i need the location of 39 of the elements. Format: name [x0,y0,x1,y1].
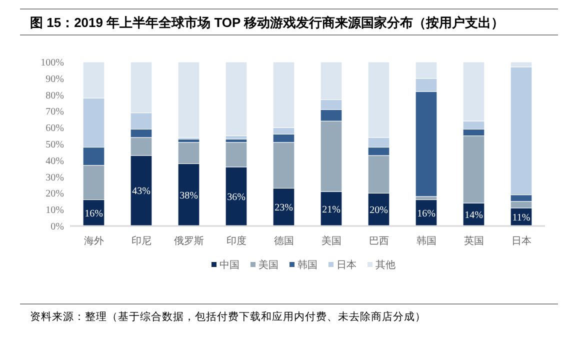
x-tick-label: 巴西 [368,236,389,247]
y-tick-label: 30% [46,172,64,184]
data-label: 16% [417,208,436,220]
x-tick-label: 德国 [274,236,294,247]
legend-label: 中国 [220,259,240,271]
data-label: 23% [274,202,293,214]
y-tick-label: 70% [46,106,64,118]
x-tick-label: 日本 [511,235,532,247]
y-tick-label: 20% [46,188,64,200]
text: 资料来源：整理（基于综合数据，包括付费下载和应用内付费、未去除商店分成） [30,310,426,323]
y-tick-label: 50% [46,140,64,150]
y-tick-label: 40% [46,156,64,167]
data-label: 16% [84,208,103,220]
data-label: 11% [512,212,530,224]
data-label: 14% [464,210,483,222]
x-tick-label: 英国 [464,235,484,247]
x-tick-label: 印尼 [131,235,152,247]
chart-title: 图 15：2019 年上半年全球市场 TOP 移动游戏发行商来源国家分布（按用户支出） [30,15,504,30]
y-tick-label: 60% [46,123,64,134]
y-tick-label: 90% [46,74,64,85]
bar [225,62,248,136]
y-tick-label: 0% [50,222,64,232]
legend-label: 其他 [376,259,396,271]
legend-label: 美国 [258,259,278,271]
data-label: 20% [370,205,388,216]
x-tick-label: 韩国 [416,235,436,247]
y-tick-label: 80% [46,90,64,102]
x-tick-label: 印度 [226,235,246,247]
x-tick-label: 俄罗斯 [174,235,204,247]
y-tick-label: 100% [40,58,64,68]
data-label: 38% [180,190,198,202]
x-tick-label: 海外 [84,235,104,247]
legend-label: 韩国 [298,259,318,271]
data-label: 36% [227,192,246,203]
data-label: 43% [132,186,150,198]
y-tick-label: 10% [46,205,64,216]
legend-label: 日本 [336,259,356,271]
data-label: 21% [322,204,340,216]
x-tick-label: 美国 [321,235,342,247]
